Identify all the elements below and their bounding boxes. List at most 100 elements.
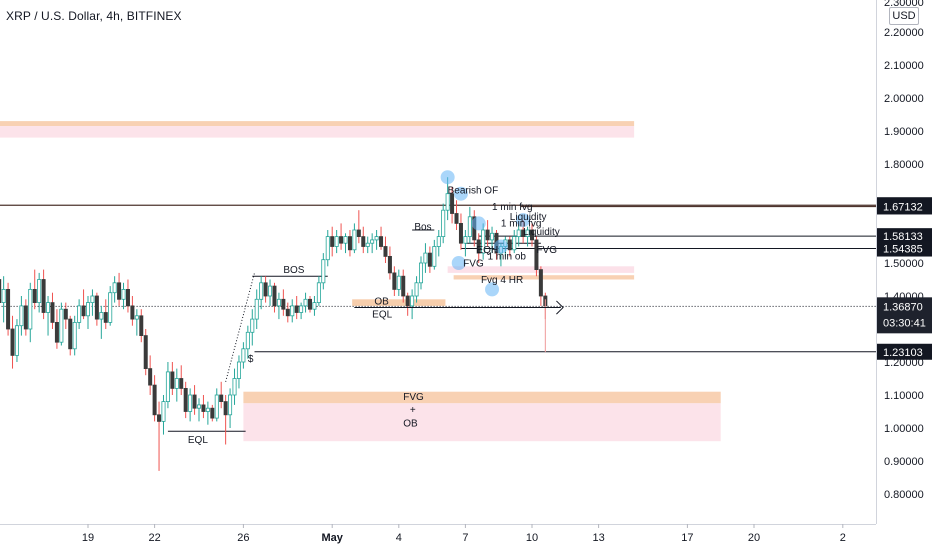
candle[interactable] [530,229,535,241]
candle[interactable] [512,236,517,251]
annotation-label[interactable]: EQL [372,309,392,320]
candle[interactable] [50,302,55,323]
candle[interactable] [303,298,308,307]
candle[interactable] [152,384,157,416]
liquidity-marker[interactable] [451,256,466,270]
candle[interactable] [183,387,188,412]
candle[interactable] [445,193,450,211]
candle[interactable] [538,269,543,297]
candle[interactable] [28,288,33,330]
last-price-badge[interactable] [877,297,932,334]
candle[interactable] [250,318,255,333]
candle[interactable] [157,414,162,422]
annotation-label[interactable]: + [410,405,416,416]
candle[interactable] [450,193,455,214]
candle[interactable] [14,325,19,356]
candle[interactable] [81,305,86,317]
candle[interactable] [467,216,472,238]
candle[interactable] [454,213,459,224]
candle[interactable] [414,282,419,297]
candle[interactable] [387,255,392,274]
annotation-label[interactable]: Liquidity [523,227,560,238]
candle[interactable] [201,404,206,412]
candle[interactable] [143,335,148,370]
candle[interactable] [6,288,11,330]
annotation-label[interactable]: $ [248,354,254,365]
candle[interactable] [86,302,91,317]
candle[interactable] [534,239,539,270]
annotation-label[interactable]: FVG [463,258,484,269]
liquidity-marker[interactable] [516,213,531,228]
candle[interactable] [77,305,82,323]
liquidity-marker[interactable] [493,239,508,254]
candle[interactable] [161,401,166,422]
candle[interactable] [463,236,468,244]
candle[interactable] [281,298,286,310]
annotation-label[interactable]: 1 min ob [488,252,527,263]
candle[interactable] [68,318,73,350]
candle[interactable] [374,236,379,241]
minor-zone-band[interactable] [453,275,635,280]
candle[interactable] [205,407,210,412]
price-badge[interactable] [877,240,932,257]
candle[interactable] [263,282,268,297]
annotation-label[interactable]: FVG [403,392,424,403]
price-badge[interactable] [877,228,932,245]
annotation-label[interactable]: Bos [414,222,431,233]
candle[interactable] [236,361,241,379]
candle[interactable] [232,378,237,396]
candle[interactable] [458,222,463,244]
annotation-label[interactable]: 1 min fvg [492,202,533,213]
currency-button[interactable]: USD [889,7,919,25]
candle[interactable] [525,229,530,237]
candle[interactable] [19,305,24,327]
candle[interactable] [117,282,122,300]
candle[interactable] [72,321,77,350]
candle[interactable] [37,279,42,304]
candle[interactable] [130,305,135,320]
candle[interactable] [392,272,397,290]
candle[interactable] [192,394,197,409]
candle[interactable] [356,229,361,237]
annotation-label[interactable]: EQH [477,245,499,256]
candle[interactable] [361,236,366,247]
candle[interactable] [312,302,317,310]
candle[interactable] [379,236,384,247]
candle[interactable] [383,246,388,257]
candle[interactable] [223,401,228,416]
candle[interactable] [410,295,415,307]
candle[interactable] [423,252,428,264]
candle[interactable] [294,305,299,313]
arrow-head[interactable] [556,300,564,315]
candle[interactable] [259,282,264,300]
dotted-trend-line[interactable] [225,272,255,382]
annotation-label[interactable]: Bearish OF [448,186,499,197]
candle[interactable] [290,305,295,317]
candle[interactable] [103,312,108,323]
candle[interactable] [299,305,304,313]
candle[interactable] [170,371,175,389]
annotation-label[interactable]: Fvg 4 HR [481,275,523,286]
candle[interactable] [436,236,441,247]
supply-zone[interactable] [0,126,635,138]
fvg-zone[interactable] [243,391,721,404]
candle[interactable] [0,279,2,304]
candle[interactable] [490,232,495,241]
annotation-label[interactable]: OB [403,418,418,429]
annotation-label[interactable]: OB [374,296,389,307]
candle[interactable] [23,305,28,330]
candle[interactable] [112,282,117,294]
annotation-label[interactable]: 1 min fvg [501,219,542,230]
candle[interactable] [196,404,201,409]
candle[interactable] [1,288,6,303]
candle[interactable] [481,229,486,254]
candle[interactable] [99,312,104,320]
candle[interactable] [214,394,219,419]
candle[interactable] [165,371,170,402]
ob-zone-small[interactable] [352,299,446,306]
candle[interactable] [241,348,246,363]
candle[interactable] [476,239,481,254]
candle[interactable] [396,275,401,290]
candle[interactable] [188,394,193,412]
